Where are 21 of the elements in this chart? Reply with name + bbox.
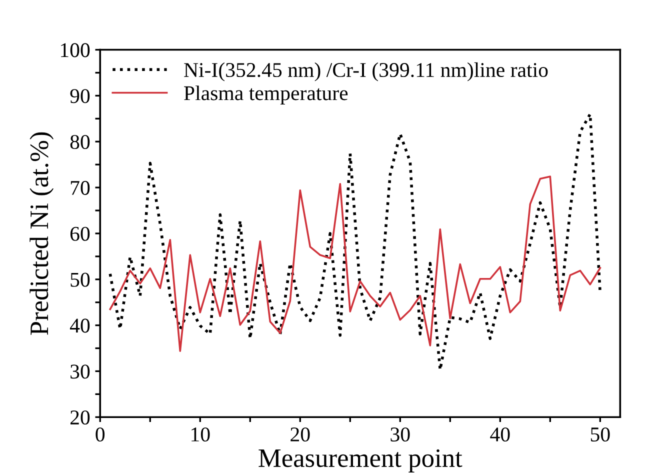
y-axis-title: Predicted Ni (at.%) xyxy=(30,132,54,335)
y-tick-label: 60 xyxy=(70,226,90,241)
y-tick-label: 90 xyxy=(70,89,90,104)
line-series xyxy=(109,176,602,352)
x-tick-label: 50 xyxy=(590,427,610,442)
x-tick-label: 0 xyxy=(96,427,105,442)
y-tick-label: 40 xyxy=(70,318,90,333)
x-tick-label: 20 xyxy=(290,427,310,442)
x-tick-label: 10 xyxy=(192,427,210,442)
x-tick-label: 30 xyxy=(390,427,410,442)
y-tick-label: 20 xyxy=(70,410,90,425)
line-series xyxy=(108,112,602,372)
y-tick-label: 100 xyxy=(60,43,90,58)
x-tick-label: 40 xyxy=(490,427,510,442)
legend-label: Ni-I(352.45 nm) /Cr-I (399.11 nm)line ratio xyxy=(184,62,548,82)
y-tick-label: 50 xyxy=(70,272,90,287)
y-tick-label: 80 xyxy=(70,134,90,150)
y-tick-label: 70 xyxy=(70,180,90,195)
y-tick-label: 30 xyxy=(70,364,90,379)
x-axis-title: Measurement point xyxy=(258,449,462,472)
legend-label: Plasma temperature xyxy=(184,86,348,104)
